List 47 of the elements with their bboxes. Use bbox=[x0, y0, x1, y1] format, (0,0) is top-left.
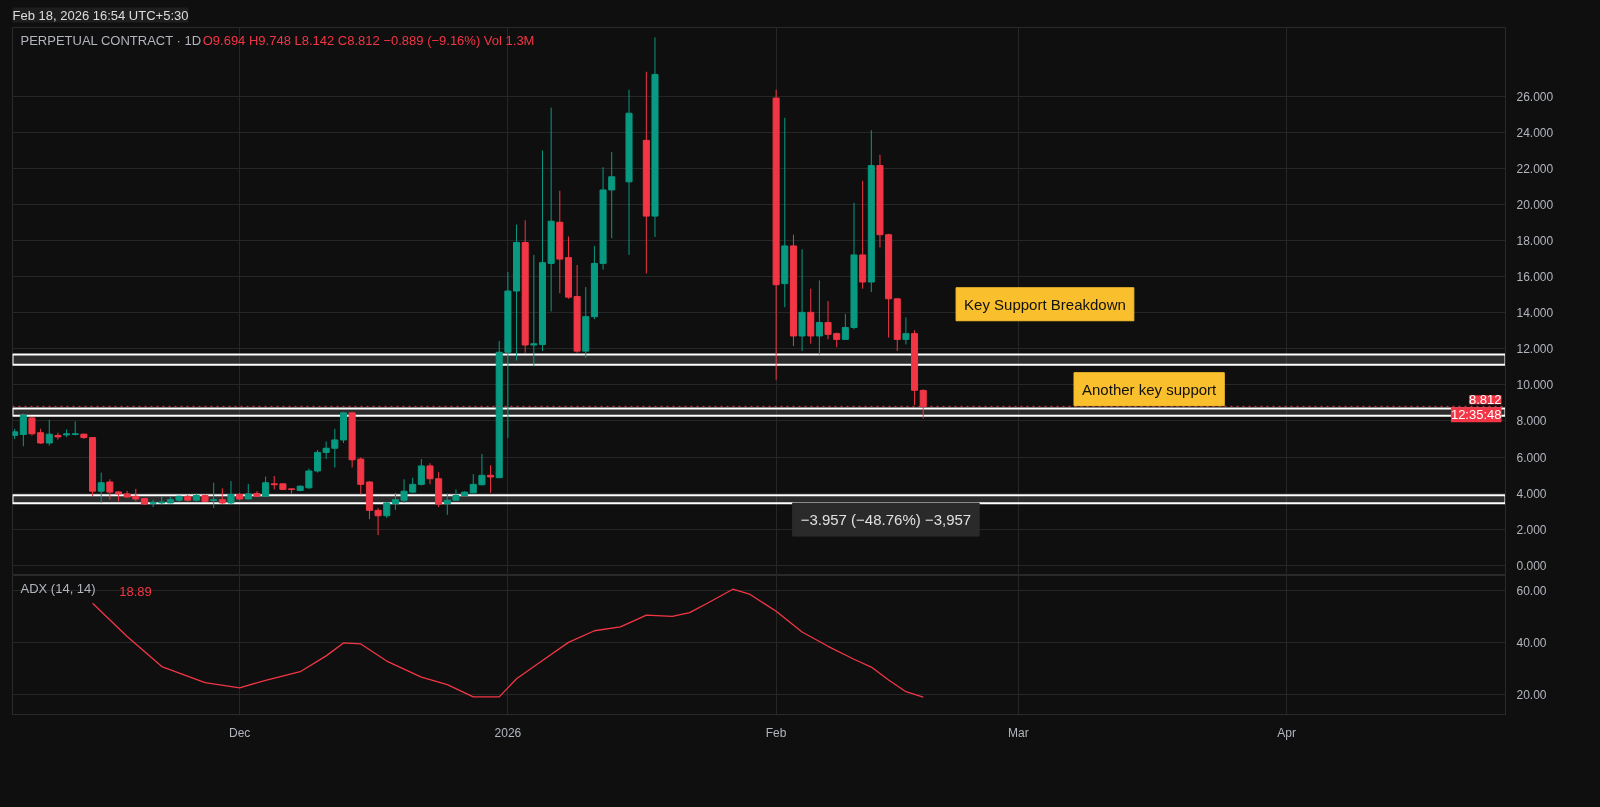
annotation: −3.957 (−48.76%) −3,957 bbox=[800, 511, 972, 529]
candlestick bbox=[487, 464, 495, 494]
candlestick bbox=[54, 432, 62, 441]
candlestick bbox=[227, 480, 235, 506]
chart-title: ADX (14, 14) bbox=[20, 580, 96, 596]
y-tick-label: 16.000 bbox=[1516, 270, 1554, 285]
y-tick-label: 2.000 bbox=[1516, 522, 1547, 537]
y-tick-label: 14.000 bbox=[1516, 306, 1554, 321]
x-tick-label: Apr bbox=[1277, 725, 1296, 740]
y-tick-label: 26.000 bbox=[1516, 89, 1554, 104]
x-tick-label: Mar bbox=[1008, 725, 1029, 740]
ref-line-label: 8.812 bbox=[1468, 392, 1502, 408]
annotation: Key Support Breakdown bbox=[964, 295, 1126, 313]
candlestick bbox=[902, 316, 910, 345]
candlestick bbox=[19, 413, 27, 447]
y-tick-label: 20.00 bbox=[1516, 687, 1547, 702]
x-tick-label: Feb bbox=[765, 725, 787, 740]
candlestick bbox=[815, 279, 823, 356]
candlestick bbox=[807, 288, 815, 345]
y-tick-label: 24.000 bbox=[1516, 125, 1554, 140]
y-tick-label: 8.000 bbox=[1516, 414, 1547, 429]
x-tick-label: 2026 bbox=[494, 725, 522, 740]
text: Feb 18, 2026 16:54 UTC+5:30 bbox=[12, 7, 189, 23]
candlestick bbox=[608, 151, 616, 239]
candlestick bbox=[417, 458, 425, 486]
y-tick-label: 60.00 bbox=[1516, 584, 1547, 599]
annotation: Another key support bbox=[1082, 380, 1218, 398]
candlestick bbox=[97, 472, 105, 504]
annotation: 18.89 bbox=[119, 583, 152, 599]
y-tick-label: 4.000 bbox=[1516, 486, 1547, 501]
chart-subtitle: O9.694 H9.748 L8.142 C8.812 −0.889 (−9.16%) Vol 1.3M bbox=[202, 32, 535, 48]
candlestick bbox=[45, 419, 53, 447]
chart-title: PERPETUAL CONTRACT · 1D bbox=[20, 32, 202, 48]
y-tick-label: 0.000 bbox=[1516, 558, 1547, 573]
y-tick-label: 40.00 bbox=[1516, 635, 1547, 650]
y-tick-label: 22.000 bbox=[1516, 161, 1554, 176]
y-tick-label: 18.000 bbox=[1516, 233, 1554, 248]
candlestick bbox=[443, 493, 451, 516]
x-tick-label: Dec bbox=[228, 725, 251, 740]
candlestick bbox=[262, 476, 270, 498]
y-tick-label: 12.000 bbox=[1516, 342, 1554, 357]
y-tick-label: 20.000 bbox=[1516, 197, 1554, 212]
y-tick-label: 6.000 bbox=[1516, 450, 1547, 465]
y-tick-label: 10.000 bbox=[1516, 378, 1554, 393]
annotation: 12:35:48 bbox=[1450, 407, 1502, 423]
candlestick bbox=[798, 248, 806, 352]
candlestick bbox=[210, 482, 218, 509]
